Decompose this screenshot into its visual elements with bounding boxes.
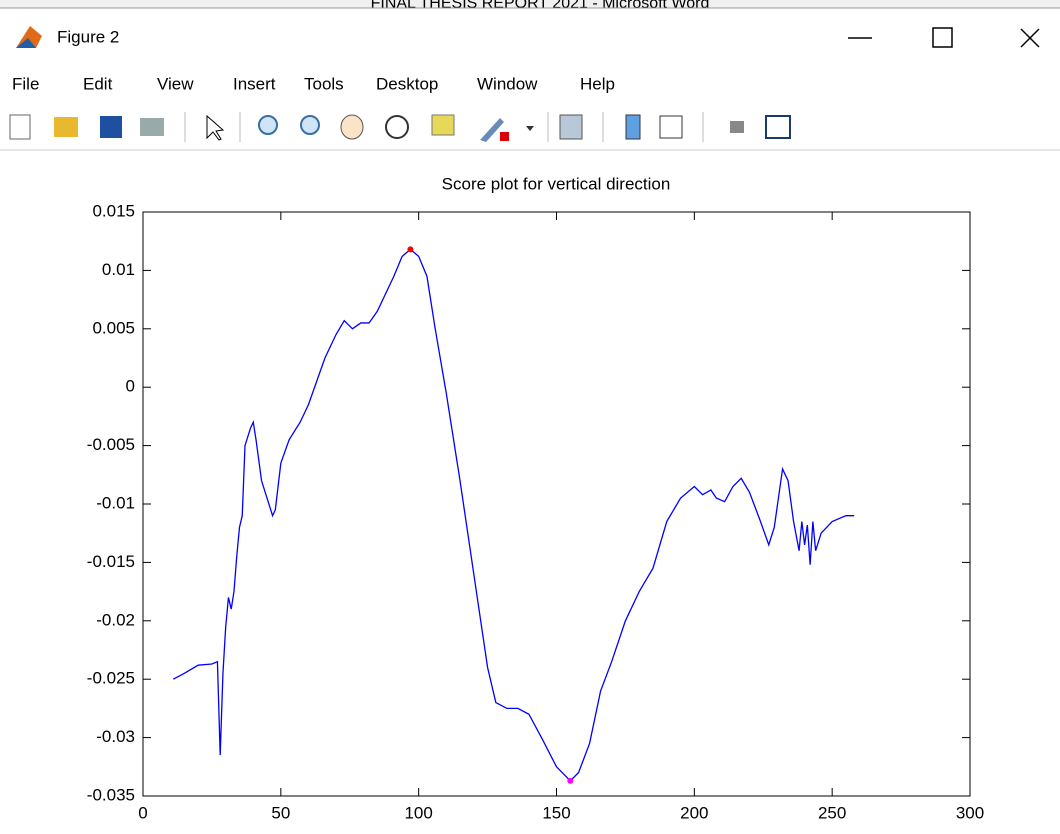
app-icon — [16, 26, 42, 48]
tool-hide-plottools[interactable] — [730, 121, 744, 133]
y-tick-label: 0.005 — [92, 318, 135, 337]
menu-item[interactable]: Help — [580, 74, 615, 93]
x-tick-label: 50 — [271, 803, 290, 822]
tool-brush-color[interactable] — [500, 132, 509, 141]
tool-colorbar[interactable] — [625, 114, 641, 140]
axes-box — [142, 211, 971, 797]
menu-item[interactable]: Window — [477, 74, 538, 93]
line — [173, 248, 855, 782]
tool-brush[interactable] — [480, 118, 504, 142]
y-tick-label: 0.015 — [92, 201, 135, 220]
tool-link[interactable] — [559, 114, 583, 140]
app-icon-part — [16, 38, 36, 48]
tool-pan[interactable] — [340, 114, 364, 140]
tool-legend[interactable] — [659, 115, 683, 139]
menu-bar: File Edit View Insert Tools Desktop Window Help — [12, 74, 615, 93]
maximize-button[interactable] — [932, 27, 953, 48]
y-tick-label: -0.035 — [87, 785, 135, 804]
point — [407, 246, 414, 253]
point — [567, 777, 574, 784]
toolbar — [9, 112, 791, 142]
menu-item[interactable]: View — [157, 74, 194, 93]
y-tick-label: 0.01 — [102, 260, 135, 279]
x-tick-label: 300 — [956, 803, 984, 822]
y-tick-label: -0.005 — [87, 435, 135, 454]
menu-item[interactable]: Desktop — [376, 74, 438, 93]
menu-item[interactable]: Edit — [83, 74, 113, 93]
chart-title: Score plot for vertical direction — [442, 174, 671, 193]
back-window-title: FINAL THESIS REPORT 2021 - Microsoft Wor… — [371, 0, 710, 12]
x-tick-label: 0 — [138, 803, 147, 822]
window-title: Figure 2 — [57, 27, 119, 46]
tool-new[interactable] — [9, 114, 31, 140]
tool-save[interactable] — [100, 116, 122, 138]
menu-item[interactable]: File — [12, 74, 39, 93]
y-tick-label: -0.02 — [96, 610, 135, 629]
tool-print[interactable] — [140, 118, 164, 136]
tool-open[interactable] — [54, 117, 78, 137]
tool-dropdown[interactable] — [526, 126, 534, 131]
y-tick-label: -0.01 — [96, 493, 135, 512]
y-tick-label: -0.015 — [87, 552, 135, 571]
menu-item[interactable]: Insert — [233, 74, 276, 93]
tool-rotate[interactable] — [385, 115, 409, 139]
tool-zoom-in[interactable] — [258, 115, 278, 135]
back-window — [0, 0, 1060, 8]
y-tick-label: 0 — [126, 377, 135, 396]
y-tick-label: -0.03 — [96, 727, 135, 746]
x-tick-label: 200 — [680, 803, 708, 822]
y-tick-label: -0.025 — [87, 669, 135, 688]
menu-item[interactable]: Tools — [304, 74, 344, 93]
tool-pointer[interactable] — [206, 114, 225, 141]
close-button[interactable] — [1020, 28, 1040, 48]
x-tick-label: 250 — [818, 803, 846, 822]
x-tick-label: 100 — [404, 803, 432, 822]
tool-show-plottools[interactable] — [765, 115, 791, 139]
tool-datacursor[interactable] — [431, 114, 455, 136]
x-tick-label: 150 — [542, 803, 570, 822]
tool-zoom-out[interactable] — [300, 115, 320, 135]
